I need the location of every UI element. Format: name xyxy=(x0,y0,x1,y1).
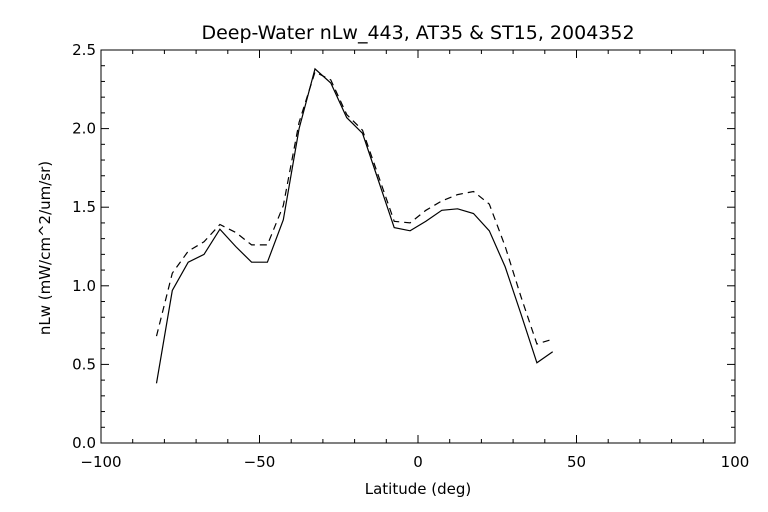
y-tick-label: 2.5 xyxy=(72,41,96,59)
y-tick-label: 2.0 xyxy=(72,120,96,138)
x-tick-label: −50 xyxy=(244,453,276,471)
x-tick-label: 100 xyxy=(721,453,750,471)
chart-title: Deep-Water nLw_443, AT35 & ST15, 2004352 xyxy=(201,22,634,44)
series-line-solid xyxy=(155,67,554,384)
x-tick-label: 0 xyxy=(413,453,423,471)
series-group xyxy=(155,67,554,384)
x-axis-label: Latitude (deg) xyxy=(365,480,471,498)
y-tick-label: 0.5 xyxy=(72,355,96,373)
y-axis: 0.0 0.5 1.0 1.5 2.0 2.5 xyxy=(72,41,735,452)
series-line-dashed xyxy=(155,71,553,345)
y-tick-label: 1.0 xyxy=(72,277,96,295)
x-tick-label: −100 xyxy=(80,453,121,471)
x-tick-label: 50 xyxy=(567,453,586,471)
y-axis-label: nLw (mW/cm^2/um/sr) xyxy=(36,161,54,335)
y-tick-label: 0.0 xyxy=(72,434,96,452)
x-axis: −100 −50 0 50 100 xyxy=(80,50,749,471)
y-tick-label: 1.5 xyxy=(72,198,96,216)
